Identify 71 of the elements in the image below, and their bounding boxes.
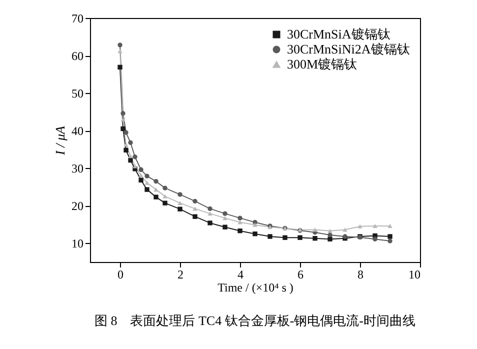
point: [328, 232, 332, 238]
point: [268, 234, 272, 239]
point: [328, 236, 332, 242]
y-tick-label: 20: [72, 199, 84, 214]
point: [238, 228, 242, 234]
point: [144, 187, 150, 192]
point: [128, 140, 133, 145]
point: [162, 194, 168, 198]
point: [222, 216, 228, 220]
legend-label: 30CrMnSiNi2A镀镉钛: [287, 42, 410, 56]
point: [162, 186, 168, 190]
x-axis-title: Time / (×10⁴ s ): [218, 280, 294, 294]
point: [208, 212, 212, 216]
caption: 图 8 表面处理后 TC4 钛合金厚板-钢电偶电流-时间曲线: [94, 313, 416, 328]
point: [312, 236, 318, 241]
point: [118, 42, 122, 48]
y-tick-label: 50: [72, 86, 84, 101]
point: [192, 198, 198, 204]
x-tick-label: 8: [358, 268, 364, 282]
point: [222, 224, 228, 230]
x-tick-label: 6: [298, 268, 304, 282]
y-tick-label: 40: [72, 124, 84, 138]
y-tick-label: 30: [72, 162, 84, 176]
point: [178, 206, 182, 212]
y-tick-label: 70: [72, 12, 84, 26]
point: [144, 180, 150, 185]
point: [124, 142, 128, 147]
point: [238, 216, 242, 220]
point: [372, 224, 378, 228]
point: [124, 148, 128, 152]
y-tick-label: 60: [72, 49, 84, 64]
point: [144, 174, 150, 178]
point: [154, 178, 158, 184]
y-axis-title: I / μA: [52, 126, 68, 156]
point: [388, 238, 392, 244]
point: [222, 211, 228, 216]
point: [128, 158, 133, 163]
point: [154, 194, 158, 200]
point: [132, 164, 138, 168]
point: [252, 222, 258, 227]
point: [118, 64, 122, 70]
point: [208, 206, 212, 212]
point: [138, 167, 144, 172]
point: [120, 126, 126, 132]
point: [124, 130, 128, 135]
point: [328, 228, 332, 233]
legend-label: 30CrMnSiA镀镉钛: [287, 26, 390, 42]
point: [358, 224, 362, 228]
point: [120, 111, 126, 116]
x-tick-label: 0: [118, 268, 124, 282]
x-tick-label: 4: [238, 268, 244, 282]
point: [138, 178, 144, 183]
y-tick-label: 10: [72, 236, 84, 251]
point: [208, 220, 212, 226]
point: [118, 49, 122, 54]
point: [178, 201, 182, 206]
point: [388, 224, 392, 228]
point: [138, 173, 144, 178]
point: [252, 232, 258, 236]
point: [162, 200, 168, 206]
x-tick-label: 2: [178, 268, 184, 282]
point: [298, 235, 302, 240]
legend-label: 300M镀镉钛: [287, 56, 358, 72]
point: [192, 214, 198, 219]
point: [388, 234, 392, 239]
point: [178, 192, 182, 197]
point: [282, 235, 288, 240]
point: [372, 236, 378, 242]
point: [132, 154, 138, 160]
x-tick-label: 10: [408, 268, 420, 282]
point: [154, 188, 158, 192]
